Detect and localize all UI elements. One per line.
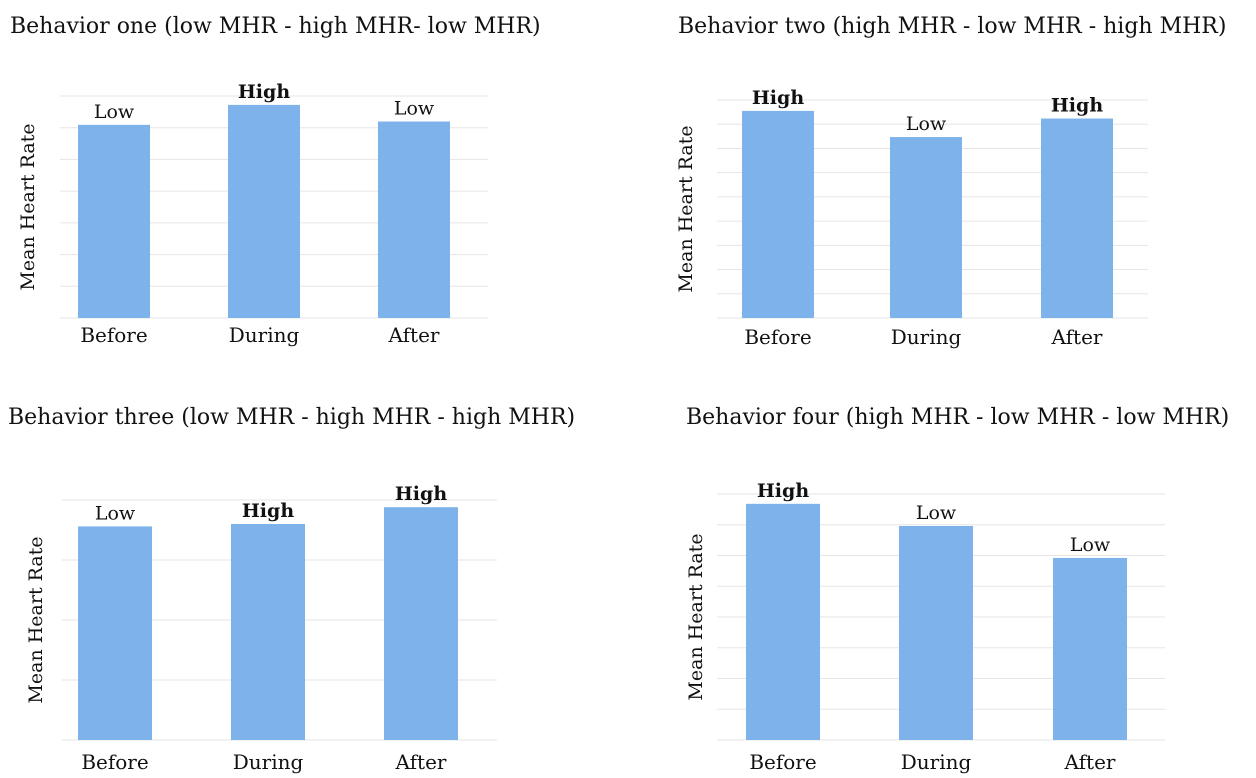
x-tick-label: Before (80, 323, 147, 347)
x-tick-label: Before (81, 750, 148, 774)
x-tick-label: After (1051, 325, 1103, 349)
data-label: Low (95, 502, 136, 524)
chart-panel-4: Behavior four (high MHR - low MHR - low … (685, 405, 1229, 774)
bar-during (899, 525, 973, 740)
bar-before (742, 110, 814, 319)
y-axis-label: Mean Heart Rate (685, 533, 707, 700)
chart-title: Behavior four (high MHR - low MHR - low … (686, 405, 1229, 430)
x-tick-label: Before (744, 325, 811, 349)
data-label: High (238, 81, 290, 103)
x-tick-label: During (229, 323, 300, 347)
x-tick-label: After (395, 750, 447, 774)
data-label: High (752, 87, 804, 109)
chart-panel-3: Behavior three (low MHR - high MHR - hig… (8, 405, 575, 774)
data-label: Low (916, 502, 957, 524)
bar-during (890, 137, 962, 318)
bar-during (231, 524, 305, 740)
x-tick-label: Before (749, 750, 816, 774)
data-label: High (1051, 95, 1103, 117)
data-label: Low (1070, 534, 1111, 556)
chart-title: Behavior two (high MHR - low MHR - high … (678, 14, 1226, 39)
chart-title: Behavior one (low MHR - high MHR- low MH… (10, 14, 541, 39)
data-label: High (242, 500, 294, 522)
data-label: High (395, 483, 447, 505)
bar-after (384, 507, 458, 740)
x-tick-label: During (233, 750, 304, 774)
chart-panel-2: Behavior two (high MHR - low MHR - high … (675, 14, 1226, 349)
y-axis-label: Mean Heart Rate (675, 125, 697, 292)
x-tick-label: During (901, 750, 972, 774)
bar-after (1053, 557, 1127, 740)
data-label: Low (94, 101, 135, 123)
chart-panel-1: Behavior one (low MHR - high MHR- low MH… (10, 14, 541, 347)
y-axis-label: Mean Heart Rate (25, 536, 47, 703)
data-label: High (757, 480, 809, 502)
bar-after (1041, 118, 1113, 318)
x-tick-label: After (1064, 750, 1116, 774)
x-tick-label: During (891, 325, 962, 349)
data-label: Low (906, 113, 947, 135)
bar-before (78, 124, 150, 318)
chart-title: Behavior three (low MHR - high MHR - hig… (8, 405, 575, 430)
bar-before (78, 526, 152, 740)
bar-after (378, 121, 450, 318)
y-axis-label: Mean Heart Rate (17, 123, 39, 290)
bar-during (228, 104, 300, 318)
x-tick-label: After (388, 323, 440, 347)
data-label: Low (394, 98, 435, 120)
bar-before (746, 503, 820, 740)
